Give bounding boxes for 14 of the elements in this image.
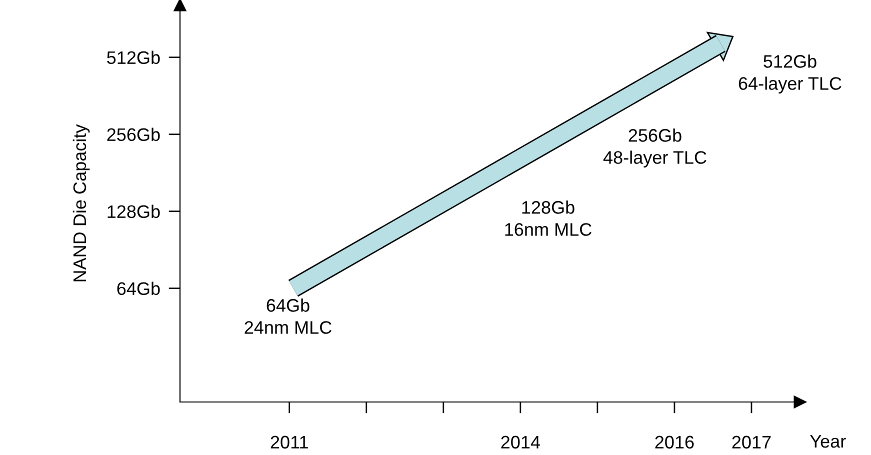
x-tick-label: 2016 <box>655 436 694 449</box>
x-tick-label: 2014 <box>501 436 540 449</box>
y-axis-title: NAND Die Capacity <box>72 124 90 282</box>
annotation: 64Gb 24nm MLC <box>244 298 332 334</box>
y-tick-label: 512Gb <box>107 50 160 64</box>
y-tick-label: 128Gb <box>108 204 160 218</box>
annotation: 512Gb 64-layer TLC <box>738 54 842 94</box>
y-tick-label: 64Gb <box>117 282 160 296</box>
x-tick-label: 2011 <box>270 436 308 449</box>
y-tick-label: 256Gb <box>107 128 160 142</box>
x-tick-label: 2017 <box>732 436 771 449</box>
x-axis-title: Year <box>810 435 846 448</box>
annotation: 128Gb 16nm MLC <box>505 200 592 236</box>
annotation: 256Gb 48-layer TLC <box>603 128 706 168</box>
